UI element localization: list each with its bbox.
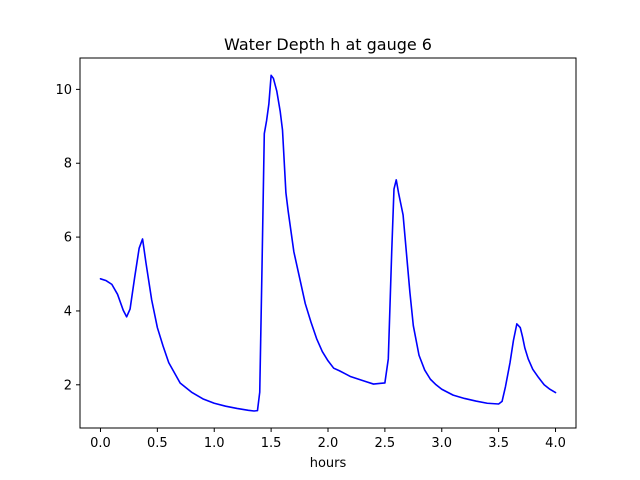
y-tick-label: 4 xyxy=(64,304,72,319)
x-tick-label: 2.0 xyxy=(318,436,339,451)
chart-title: Water Depth h at gauge 6 xyxy=(224,35,432,54)
series-line-0 xyxy=(99,74,557,412)
x-tick-label: 4.0 xyxy=(545,436,566,451)
x-tick-label: 0.5 xyxy=(147,436,168,451)
y-tick-label: 10 xyxy=(55,83,72,98)
plot-frame xyxy=(79,57,577,429)
y-tick-label: 6 xyxy=(64,231,72,246)
x-tick-label: 1.5 xyxy=(261,436,282,451)
x-tick-label: 2.5 xyxy=(375,436,396,451)
y-tick-label: 2 xyxy=(64,378,72,393)
y-tick-label: 8 xyxy=(64,157,72,172)
ticks: 0.0 0.5 1.0 1.5 2.0 2.5 3.0 3.5 4.0 2 4 6 8 10 xyxy=(55,83,565,451)
x-tick-label: 3.0 xyxy=(431,436,452,451)
x-axis-label: hours xyxy=(310,456,347,471)
series-group xyxy=(99,74,557,412)
x-tick-label: 1.0 xyxy=(204,436,225,451)
x-tick-label: 0.0 xyxy=(90,436,111,451)
x-tick-label: 3.5 xyxy=(488,436,509,451)
